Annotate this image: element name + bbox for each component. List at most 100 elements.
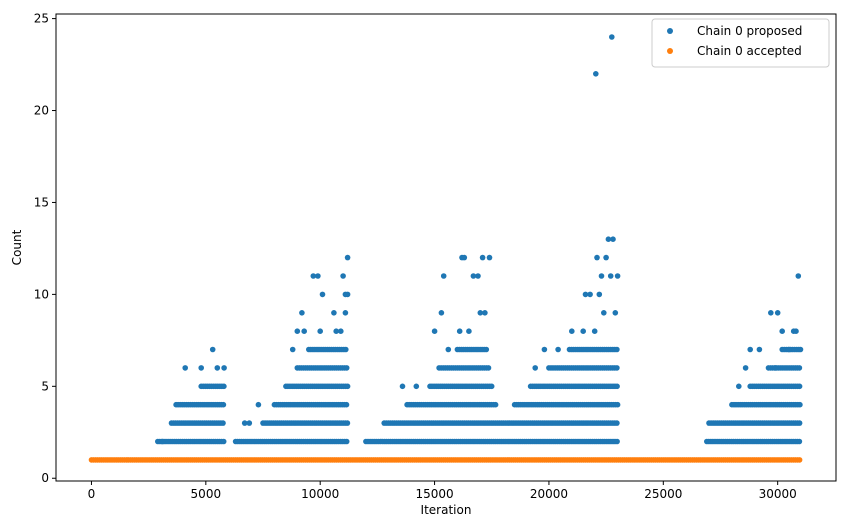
data-point (479, 254, 486, 261)
data-point (594, 254, 600, 261)
data-point (344, 420, 351, 426)
data-point (796, 420, 803, 426)
data-point (343, 438, 350, 445)
data-point (796, 365, 803, 371)
data-point (587, 291, 593, 298)
data-point (159, 438, 166, 445)
data-point (612, 310, 619, 316)
y-tick-label: 25 (34, 12, 49, 26)
data-point (343, 401, 350, 408)
data-point (438, 310, 445, 316)
data-point (747, 346, 753, 353)
data-point (596, 291, 603, 298)
series-1 (88, 457, 803, 463)
data-point (614, 365, 620, 371)
legend-marker-accepted (667, 48, 673, 54)
data-point (399, 383, 406, 390)
y-tick-label: 0 (41, 471, 49, 485)
data-point (793, 328, 799, 335)
data-point (333, 328, 340, 335)
data-point (466, 328, 472, 335)
data-point (609, 34, 615, 40)
legend-label-proposed: Chain 0 proposed (697, 24, 802, 38)
data-point (220, 438, 227, 445)
data-point (614, 383, 620, 390)
data-point (445, 346, 452, 353)
data-point (598, 273, 605, 279)
x-tick-label: 15000 (415, 487, 453, 501)
data-point (255, 401, 262, 408)
data-point (796, 438, 803, 445)
data-point (485, 365, 492, 371)
data-point (591, 328, 598, 335)
x-tick-label: 20000 (530, 487, 568, 501)
data-point (220, 420, 226, 426)
data-point (209, 346, 216, 353)
data-point (580, 328, 586, 335)
data-point (301, 328, 308, 335)
data-point (182, 365, 188, 371)
data-point (344, 383, 351, 390)
data-point (797, 401, 803, 408)
data-point (294, 328, 301, 335)
y-tick-label: 5 (41, 379, 49, 393)
series-0 (155, 34, 804, 445)
data-point (343, 365, 350, 371)
data-point (555, 346, 561, 353)
legend-label-accepted: Chain 0 accepted (697, 44, 802, 58)
data-point (614, 401, 621, 408)
data-point (340, 273, 346, 279)
data-point (795, 273, 802, 279)
data-point (221, 365, 227, 371)
data-point (331, 310, 337, 316)
data-point (593, 71, 599, 77)
data-point (221, 383, 227, 390)
data-point (342, 310, 349, 316)
data-point (610, 236, 616, 242)
data-point (431, 328, 438, 335)
data-point (483, 346, 490, 353)
x-tick-label: 5000 (191, 487, 222, 501)
data-point (470, 273, 477, 279)
data-point (488, 383, 495, 390)
data-point (315, 273, 321, 279)
y-axis-label: Count (10, 229, 24, 265)
data-point (582, 291, 589, 298)
data-point (475, 273, 481, 279)
data-point (772, 365, 779, 371)
y-axis-ticks: 0 5 10 15 20 25 (34, 12, 56, 485)
data-point (246, 420, 253, 426)
y-tick-label: 10 (34, 287, 49, 301)
data-point (486, 254, 493, 261)
data-point (614, 346, 620, 353)
data-point (413, 383, 420, 390)
data-point (461, 254, 468, 261)
data-point (440, 273, 447, 279)
data-point (569, 328, 575, 335)
x-tick-label: 0 (88, 487, 96, 501)
data-point (338, 328, 344, 335)
data-point (614, 438, 620, 445)
data-point (299, 310, 305, 316)
data-point (774, 310, 781, 316)
axes-frame (55, 13, 837, 482)
data-point (317, 328, 324, 335)
data-point (198, 365, 204, 371)
data-point (492, 401, 499, 408)
x-tick-label: 25000 (644, 487, 682, 501)
legend-box (651, 18, 830, 68)
data-point (241, 420, 248, 426)
data-point (796, 383, 803, 390)
data-point (756, 346, 763, 353)
data-point (786, 346, 792, 353)
data-point (344, 254, 351, 261)
data-point (310, 273, 317, 279)
data-point (779, 328, 785, 335)
data-point (477, 310, 484, 316)
data-point (614, 273, 621, 279)
data-point (344, 291, 351, 298)
x-axis-ticks: 0 5000 10000 15000 20000 25000 30000 (88, 481, 797, 501)
x-axis-label: Iteration (421, 503, 472, 517)
